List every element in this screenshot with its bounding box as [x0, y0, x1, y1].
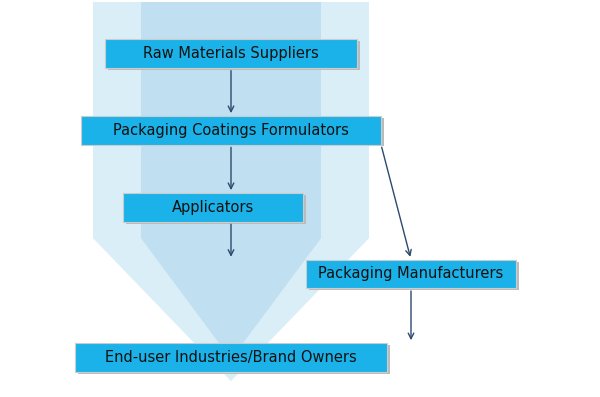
- FancyBboxPatch shape: [105, 39, 357, 68]
- FancyBboxPatch shape: [126, 195, 306, 224]
- Text: Packaging Coatings Formulators: Packaging Coatings Formulators: [113, 123, 349, 138]
- FancyBboxPatch shape: [306, 260, 516, 288]
- FancyBboxPatch shape: [108, 41, 360, 70]
- FancyBboxPatch shape: [309, 262, 519, 290]
- Polygon shape: [141, 2, 321, 359]
- Text: Applicators: Applicators: [172, 200, 254, 215]
- Text: Packaging Manufacturers: Packaging Manufacturers: [319, 266, 503, 281]
- FancyBboxPatch shape: [123, 193, 303, 222]
- FancyBboxPatch shape: [84, 118, 384, 146]
- Polygon shape: [93, 2, 369, 381]
- FancyBboxPatch shape: [78, 345, 390, 374]
- Text: End-user Industries/Brand Owners: End-user Industries/Brand Owners: [105, 350, 357, 365]
- FancyBboxPatch shape: [81, 116, 381, 145]
- FancyBboxPatch shape: [75, 343, 387, 372]
- Text: Raw Materials Suppliers: Raw Materials Suppliers: [143, 46, 319, 61]
